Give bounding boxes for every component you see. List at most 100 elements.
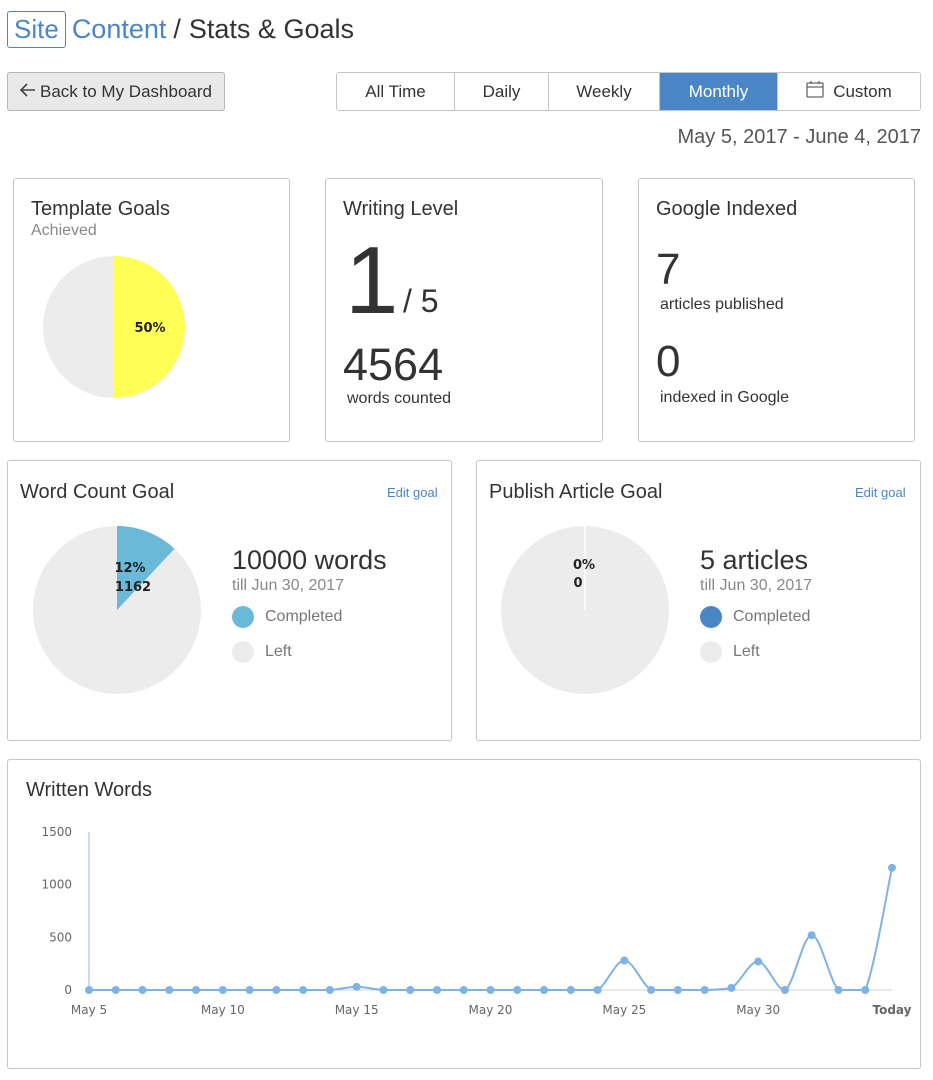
- series-line: [88, 867, 893, 992]
- data-point: [700, 986, 709, 994]
- writing-level-title: Writing Level: [343, 198, 459, 220]
- data-point: [754, 957, 763, 966]
- data-point: [888, 863, 896, 872]
- x-tick-label: May 20: [469, 1003, 513, 1017]
- legend-left: Left: [232, 641, 292, 663]
- word-count-pie: 12% 1162: [33, 526, 201, 694]
- data-point: [138, 986, 147, 994]
- tab-all-time-label: All Time: [365, 81, 426, 101]
- data-point: [727, 983, 736, 992]
- data-point: [780, 986, 789, 994]
- back-button-label: Back to My Dashboard: [40, 81, 212, 101]
- tab-weekly[interactable]: Weekly: [549, 73, 660, 110]
- template-goals-subtitle: Achieved: [31, 222, 97, 239]
- legend-completed: Completed: [700, 606, 810, 628]
- publish-pie-value: 0: [573, 576, 582, 591]
- words-counted-label: words counted: [347, 390, 452, 407]
- writing-level-value: 1: [345, 227, 399, 334]
- x-tick-label: May 15: [335, 1003, 379, 1017]
- tab-all-time[interactable]: All Time: [337, 73, 455, 110]
- tab-custom[interactable]: Custom: [778, 73, 920, 110]
- publish-goal-deadline: till Jun 30, 2017: [700, 577, 813, 594]
- tab-daily[interactable]: Daily: [455, 73, 549, 110]
- data-point: [459, 986, 468, 994]
- calendar-icon: [806, 80, 824, 103]
- legend-left-label: Left: [265, 643, 292, 660]
- data-point: [352, 982, 361, 991]
- data-point: [432, 986, 441, 994]
- data-point: [218, 986, 227, 994]
- y-tick-label: 1000: [41, 878, 72, 892]
- google-indexed-title: Google Indexed: [656, 198, 798, 220]
- legend-left: Left: [700, 641, 760, 663]
- word-count-goal-deadline: till Jun 30, 2017: [232, 577, 345, 594]
- template-goals-card: Template Goals Achieved 50%: [13, 178, 290, 442]
- word-count-goal-amount: 10000 words: [232, 545, 387, 575]
- indexed-value: 0: [656, 337, 681, 386]
- data-point: [566, 986, 575, 994]
- articles-published-value: 7: [656, 245, 681, 294]
- legend-left-label: Left: [733, 643, 760, 660]
- written-words-chart: 0 500 1000 1500 May 5 May 10 May 15 May 20 May 2…: [41, 825, 911, 1017]
- legend-completed-label: Completed: [733, 608, 811, 625]
- word-count-edit-goal-link[interactable]: Edit goal: [387, 485, 438, 500]
- tab-custom-label: Custom: [833, 81, 892, 101]
- y-tick-label: 1500: [41, 825, 72, 839]
- x-tick-label: May 10: [201, 1003, 245, 1017]
- chart-title: Written Words: [26, 779, 152, 801]
- word-count-goal-title: Word Count Goal: [20, 481, 175, 503]
- written-words-card: Written Words 0 500 1000 1500 May 5 May 10 May…: [7, 759, 921, 1069]
- tab-monthly[interactable]: Monthly: [660, 73, 778, 110]
- tab-monthly-label: Monthly: [688, 81, 749, 101]
- legend-completed-dot: [232, 606, 254, 628]
- template-goals-pie: 50%: [43, 256, 185, 398]
- data-point: [620, 956, 629, 965]
- indexed-label: indexed in Google: [660, 389, 789, 406]
- x-tick-label: May 5: [71, 1003, 107, 1017]
- data-point: [245, 986, 254, 994]
- date-range-tabs: All Time Daily Weekly Monthly Custom: [336, 72, 921, 111]
- data-point: [379, 986, 388, 994]
- tab-weekly-label: Weekly: [576, 81, 632, 101]
- template-goals-title: Template Goals: [31, 198, 170, 220]
- legend-completed: Completed: [232, 606, 342, 628]
- data-point: [406, 986, 415, 994]
- data-point: [807, 931, 816, 940]
- publish-article-edit-goal-link[interactable]: Edit goal: [855, 485, 906, 500]
- data-point: [540, 986, 549, 994]
- data-point: [513, 986, 522, 994]
- page-title: Stats & Goals: [188, 14, 354, 44]
- publish-article-goal-card: Publish Article Goal Edit goal 0% 0 5 ar…: [476, 460, 921, 741]
- data-point: [486, 986, 495, 994]
- page-header: Site Content / Stats & Goals: [7, 11, 354, 48]
- template-goals-percent: 50%: [134, 321, 165, 336]
- brand-content[interactable]: Content: [71, 14, 167, 44]
- legend-completed-dot: [700, 606, 722, 628]
- data-point: [673, 986, 682, 994]
- pie-completed-slice: [117, 526, 175, 610]
- data-point: [111, 986, 120, 994]
- data-point: [325, 986, 334, 994]
- word-count-goal-card: Word Count Goal Edit goal 12% 1162 10000…: [7, 460, 452, 741]
- data-point: [192, 986, 201, 994]
- publish-pie-percent: 0%: [573, 558, 595, 573]
- legend-left-dot: [232, 641, 254, 663]
- x-tick-label: May 30: [736, 1003, 780, 1017]
- data-point: [647, 986, 656, 994]
- back-to-dashboard-button[interactable]: Back to My Dashboard: [7, 72, 225, 111]
- legend-left-dot: [700, 641, 722, 663]
- data-point: [85, 986, 93, 994]
- word-count-pie-value: 1162: [115, 580, 151, 595]
- brand-site[interactable]: Site: [7, 11, 66, 48]
- data-point: [272, 986, 281, 994]
- writing-level-max: / 5: [403, 283, 439, 319]
- data-point: [861, 986, 870, 994]
- data-point: [299, 986, 308, 994]
- y-tick-label: 0: [64, 983, 72, 997]
- articles-published-label: articles published: [660, 296, 784, 313]
- date-range-text: May 5, 2017 - June 4, 2017: [677, 126, 922, 148]
- legend-completed-label: Completed: [265, 608, 343, 625]
- x-tick-label: May 25: [602, 1003, 646, 1017]
- google-indexed-card: Google Indexed 7 articles published 0 in…: [638, 178, 915, 442]
- tab-daily-label: Daily: [482, 81, 521, 101]
